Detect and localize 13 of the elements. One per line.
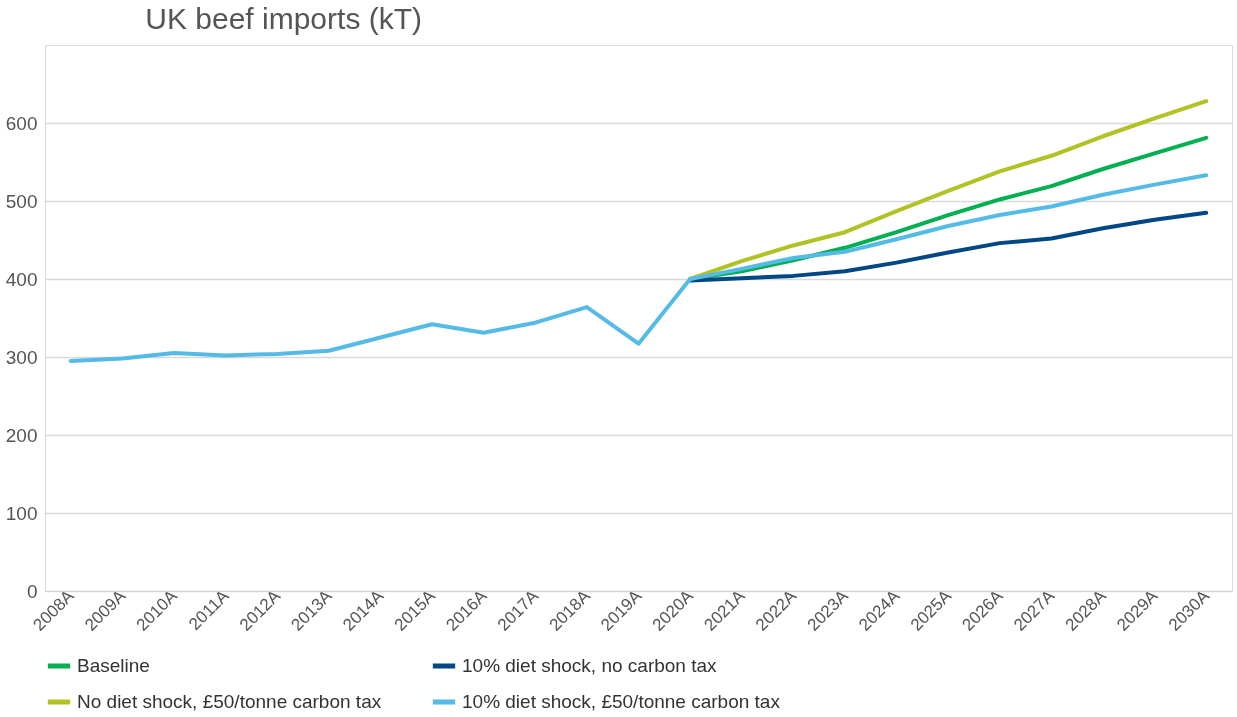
legend-label: No diet shock, £50/tonne carbon tax [77,691,382,712]
y-tick-label: 600 [5,112,38,134]
y-tick-label: 300 [5,346,38,368]
y-tick-label: 200 [5,424,38,446]
line-series [68,173,1209,363]
y-tick-label: 500 [5,190,38,212]
legend-label: 10% diet shock, £50/tonne carbon tax [462,691,781,712]
chart-title: UK beef imports (kT) [145,2,423,35]
y-tick-label: 100 [5,502,38,524]
y-tick-label: 400 [5,268,38,290]
legend-label: 10% diet shock, no carbon tax [462,655,718,676]
legend-label: Baseline [77,655,150,676]
line-series [688,210,1209,283]
